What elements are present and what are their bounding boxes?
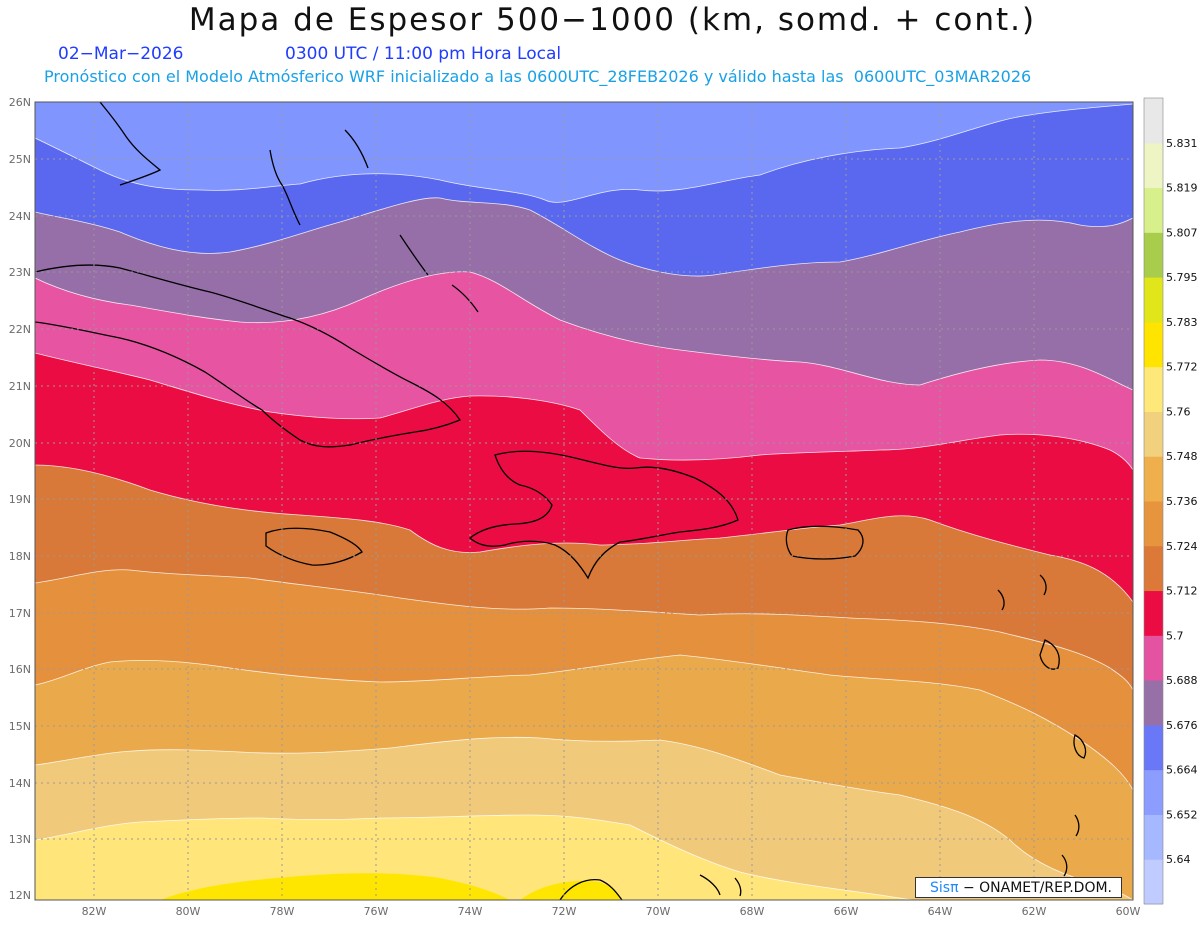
lat-tick: 14N xyxy=(9,777,31,790)
colorbar-label: 5.831 xyxy=(1166,137,1198,150)
lon-tick: 70W xyxy=(646,905,671,918)
lat-tick: 23N xyxy=(9,266,31,279)
colorbar-label: 5.748 xyxy=(1166,450,1198,463)
band-5772 xyxy=(160,873,510,900)
lat-tick: 24N xyxy=(9,210,31,223)
colorbar-swatch xyxy=(1144,366,1163,412)
antigua-island xyxy=(1039,574,1047,596)
colorbar-swatch xyxy=(1144,501,1163,547)
lon-tick: 74W xyxy=(458,905,483,918)
jamaica-coast xyxy=(265,527,363,566)
grenada-island xyxy=(1061,854,1068,877)
colorbar-label: 5.783 xyxy=(1166,316,1198,329)
colorbar-swatch xyxy=(1144,277,1163,323)
forecast-label: Pronóstico con el Modelo Atmósferico WRF… xyxy=(44,67,1032,86)
colorbar-label: 5.712 xyxy=(1166,585,1198,598)
contour-lines xyxy=(35,103,1133,900)
colorbar-label: 5.652 xyxy=(1166,808,1198,821)
guadeloupe-island xyxy=(1039,639,1060,670)
andros-island xyxy=(269,149,301,226)
sispi-logo: Sisπ xyxy=(930,880,959,896)
colorbar-label: 5.664 xyxy=(1166,764,1198,777)
curacao-island xyxy=(734,877,742,897)
colorbar-label: 5.676 xyxy=(1166,719,1198,732)
colorbar-label: 5.772 xyxy=(1166,361,1198,374)
graticule xyxy=(35,102,1133,900)
band-5772-east xyxy=(520,880,622,900)
colorbar-swatch xyxy=(1144,859,1163,905)
lon-tick: 72W xyxy=(552,905,577,918)
colorbar-label: 5.688 xyxy=(1166,674,1198,687)
colorbar-label: 5.64 xyxy=(1166,853,1191,866)
coastlines xyxy=(35,102,1087,900)
venezuela-coast xyxy=(559,879,623,900)
colorbar-label: 5.736 xyxy=(1166,495,1198,508)
credit-box: Sisπ − ONAMET/REP.DOM. xyxy=(915,877,1122,898)
lat-tick: 18N xyxy=(9,550,31,563)
lat-tick: 19N xyxy=(9,493,31,506)
colorbar-swatch xyxy=(1144,321,1163,368)
lat-axis: 26N 25N 24N 23N 22N 21N 20N 19N 18N 17N … xyxy=(9,96,31,902)
colorbar-swatch xyxy=(1144,98,1163,144)
credit-text: − ONAMET/REP.DOM. xyxy=(962,880,1113,896)
lon-tick: 66W xyxy=(834,905,859,918)
colorbar-swatch xyxy=(1144,456,1163,502)
colorbar: 5.64 5.652 5.664 5.676 5.688 5.7 5.712 5.724 5.7… xyxy=(1143,97,1198,905)
colorbar-label: 5.724 xyxy=(1166,540,1198,553)
lon-tick: 82W xyxy=(82,905,107,918)
lon-axis: 82W 80W 78W 76W 74W 72W 70W 68W 66W 64W … xyxy=(82,905,1141,918)
lat-tick: 17N xyxy=(9,607,31,620)
lat-tick: 25N xyxy=(9,153,31,166)
colorbar-swatch xyxy=(1144,769,1163,815)
colorbar-swatch xyxy=(1144,814,1163,860)
colorbar-swatch xyxy=(1144,680,1163,726)
lat-tick: 16N xyxy=(9,663,31,676)
thickness-contour-field xyxy=(35,102,1133,900)
colorbar-swatch xyxy=(1144,187,1163,233)
puerto-rico-coast xyxy=(785,525,864,560)
colorbar-swatch xyxy=(1144,724,1163,771)
band-5760 xyxy=(35,815,915,900)
lat-tick: 13N xyxy=(9,833,31,846)
lon-tick: 78W xyxy=(270,905,295,918)
colorbar-label: 5.807 xyxy=(1166,226,1198,239)
lon-tick: 62W xyxy=(1022,905,1047,918)
date-label: 02−Mar−2026 xyxy=(58,44,184,64)
lat-tick: 22N xyxy=(9,323,31,336)
lon-tick: 60W xyxy=(1116,905,1141,918)
lon-tick: 80W xyxy=(176,905,201,918)
lon-tick: 76W xyxy=(364,905,389,918)
colorbar-swatch xyxy=(1144,142,1163,189)
lat-tick: 26N xyxy=(9,96,31,109)
aruba-island xyxy=(699,874,721,896)
colorbar-frame xyxy=(1143,97,1164,905)
map-title: Mapa de Espesor 500−1000 (km, somd. + co… xyxy=(188,2,1037,38)
florida-coast xyxy=(99,102,162,186)
colorbar-swatch xyxy=(1144,635,1163,681)
colorbar-label: 5.76 xyxy=(1166,405,1191,418)
hispaniola-coast xyxy=(468,450,739,580)
colorbar-swatch xyxy=(1144,411,1163,457)
lat-tick: 12N xyxy=(9,889,31,902)
colorbar-label: 5.7 xyxy=(1166,629,1184,642)
colorbar-swatch xyxy=(1144,232,1163,278)
lon-tick: 64W xyxy=(928,905,953,918)
colorbar-label: 5.819 xyxy=(1166,182,1198,195)
st-vincent-island xyxy=(1074,814,1080,837)
lat-tick: 21N xyxy=(9,380,31,393)
colorbar-label: 5.795 xyxy=(1166,271,1198,284)
inagua-island xyxy=(451,284,479,313)
lat-tick: 20N xyxy=(9,437,31,450)
colorbar-swatch xyxy=(1144,545,1163,592)
cuba-coast xyxy=(35,264,461,448)
time-label: 0300 UTC / 11:00 pm Hora Local xyxy=(285,44,562,64)
colorbar-swatch xyxy=(1144,590,1163,636)
martinique-island xyxy=(1073,734,1087,759)
lon-tick: 68W xyxy=(740,905,765,918)
plot-frame xyxy=(34,101,1134,901)
st-kitts-island xyxy=(997,589,1005,611)
lat-tick: 15N xyxy=(9,720,31,733)
eleuthera-island xyxy=(344,129,369,169)
